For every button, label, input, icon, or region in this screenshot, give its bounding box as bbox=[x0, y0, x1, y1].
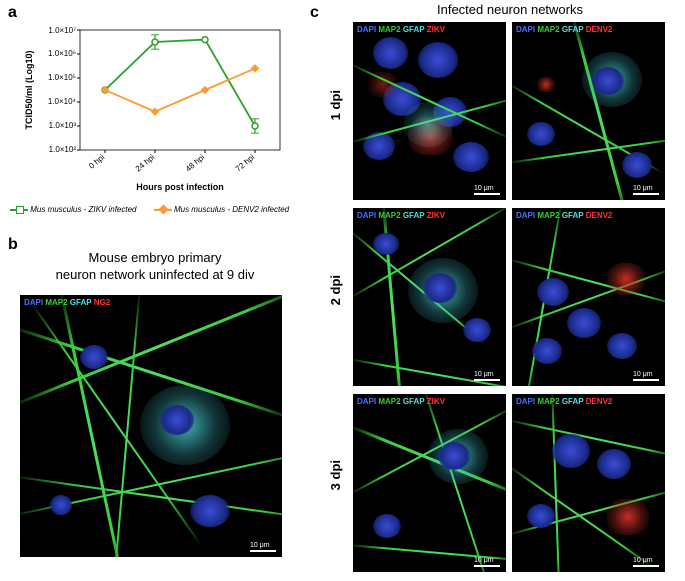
panel-b-title-line2: neuron network uninfected at 9 div bbox=[30, 267, 280, 284]
micrograph-3dpi-zikv: DAPI MAP2 GFAP ZIKV 10 μm bbox=[353, 394, 506, 572]
micrograph-1dpi-zikv: DAPI MAP2 GFAP ZIKV 10 μm bbox=[353, 22, 506, 200]
svg-text:0 hpi: 0 hpi bbox=[87, 153, 106, 171]
svg-text:48 hpi: 48 hpi bbox=[184, 152, 207, 173]
svg-text:1.0×10⁷: 1.0×10⁷ bbox=[48, 26, 76, 35]
micrograph-2dpi-zikv: DAPI MAP2 GFAP ZIKV 10 μm bbox=[353, 208, 506, 386]
legend-marker-denv bbox=[154, 209, 172, 211]
micrograph-1dpi-denv: DAPI MAP2 GFAP DENV2 10 μm bbox=[512, 22, 665, 200]
panel-c-label: c bbox=[310, 4, 319, 22]
dpi-label-1: 1 dpi bbox=[328, 90, 343, 120]
legend-label-zikv: Mus musculus - ZIKV infected bbox=[30, 205, 136, 214]
svg-text:72 hpi: 72 hpi bbox=[234, 152, 257, 173]
micrograph-2dpi-denv: DAPI MAP2 GFAP DENV2 10 μm bbox=[512, 208, 665, 386]
panel-a-label: a bbox=[8, 4, 17, 22]
svg-text:1.0×10⁴: 1.0×10⁴ bbox=[48, 97, 77, 106]
svg-text:1.0×10³: 1.0×10³ bbox=[49, 121, 77, 130]
stain-label-b: DAPI MAP2 GFAP NG2 bbox=[24, 298, 110, 307]
svg-text:TCID50/ml (Log10): TCID50/ml (Log10) bbox=[24, 50, 34, 129]
chart-legend: Mus musculus - ZIKV infected Mus musculu… bbox=[10, 205, 304, 214]
svg-text:1.0×10²: 1.0×10² bbox=[49, 145, 77, 154]
micrograph-3dpi-denv: DAPI MAP2 GFAP DENV2 10 μm bbox=[512, 394, 665, 572]
y-axis: 1.0×10² 1.0×10³ 1.0×10⁴ 1.0×10⁵ 1.0×10⁶ … bbox=[48, 26, 80, 154]
svg-text:1.0×10⁵: 1.0×10⁵ bbox=[48, 73, 76, 82]
svg-text:Hours post infection: Hours post infection bbox=[136, 182, 224, 192]
x-axis: 0 hpi 24 hpi 48 hpi 72 hpi bbox=[87, 150, 256, 174]
figure: a 1.0×10² 1.0×10³ 1.0×10⁴ 1.0×10⁵ 1.0×10… bbox=[0, 0, 685, 581]
dpi-label-2: 2 dpi bbox=[328, 275, 343, 305]
micrograph-grid-c: DAPI MAP2 GFAP ZIKV 10 μm DAPI MAP2 GFAP… bbox=[353, 22, 665, 572]
panel-b-label: b bbox=[8, 236, 18, 254]
dpi-label-3: 3 dpi bbox=[328, 460, 343, 490]
legend-label-denv: Mus musculus - DENV2 infected bbox=[174, 205, 289, 214]
panel-b-title: Mouse embryo primary neuron network unin… bbox=[30, 250, 280, 284]
panel-b-title-line1: Mouse embryo primary bbox=[30, 250, 280, 267]
micrograph-b: DAPI MAP2 GFAP NG2 10 μm bbox=[20, 295, 282, 557]
legend-marker-zikv bbox=[10, 209, 28, 211]
scalebar-b: 10 μm bbox=[250, 542, 276, 552]
svg-text:1.0×10⁶: 1.0×10⁶ bbox=[48, 49, 76, 58]
panel-c-title: Infected neuron networks bbox=[360, 2, 660, 17]
chart-panel-a: 1.0×10² 1.0×10³ 1.0×10⁴ 1.0×10⁵ 1.0×10⁶ … bbox=[20, 20, 295, 195]
svg-text:24 hpi: 24 hpi bbox=[134, 152, 157, 173]
